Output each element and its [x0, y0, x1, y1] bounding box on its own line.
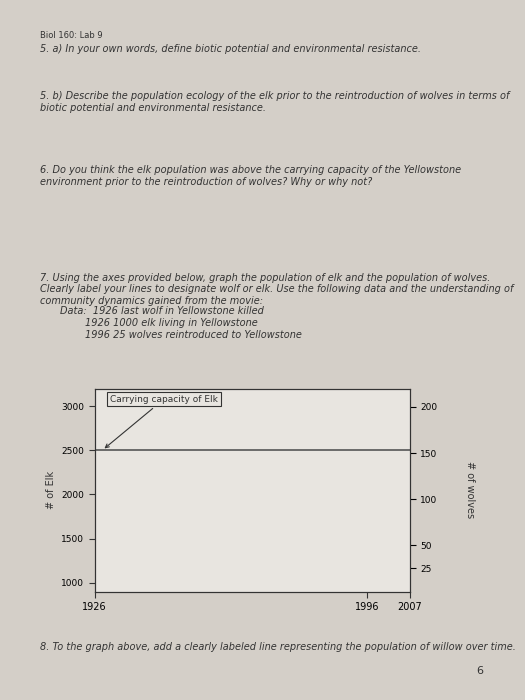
Text: Carrying capacity of Elk: Carrying capacity of Elk — [106, 395, 218, 448]
Text: Biol 160: Lab 9: Biol 160: Lab 9 — [40, 31, 103, 40]
Text: 8. To the graph above, add a clearly labeled line representing the population of: 8. To the graph above, add a clearly lab… — [40, 643, 516, 652]
Y-axis label: # of Elk: # of Elk — [46, 471, 56, 509]
Text: 7. Using the axes provided below, graph the population of elk and the population: 7. Using the axes provided below, graph … — [40, 273, 513, 306]
Text: 5. a) In your own words, define biotic potential and environmental resistance.: 5. a) In your own words, define biotic p… — [40, 44, 422, 54]
Text: 5. b) Describe the population ecology of the elk prior to the reintroduction of : 5. b) Describe the population ecology of… — [40, 91, 510, 113]
Text: Data:  1926 last wolf in Yellowstone killed
        1926 1000 elk living in Yell: Data: 1926 last wolf in Yellowstone kill… — [60, 307, 301, 340]
Y-axis label: # of wolves: # of wolves — [465, 461, 475, 519]
Text: 6. Do you think the elk population was above the carrying capacity of the Yellow: 6. Do you think the elk population was a… — [40, 165, 461, 187]
Text: 6: 6 — [476, 666, 484, 676]
